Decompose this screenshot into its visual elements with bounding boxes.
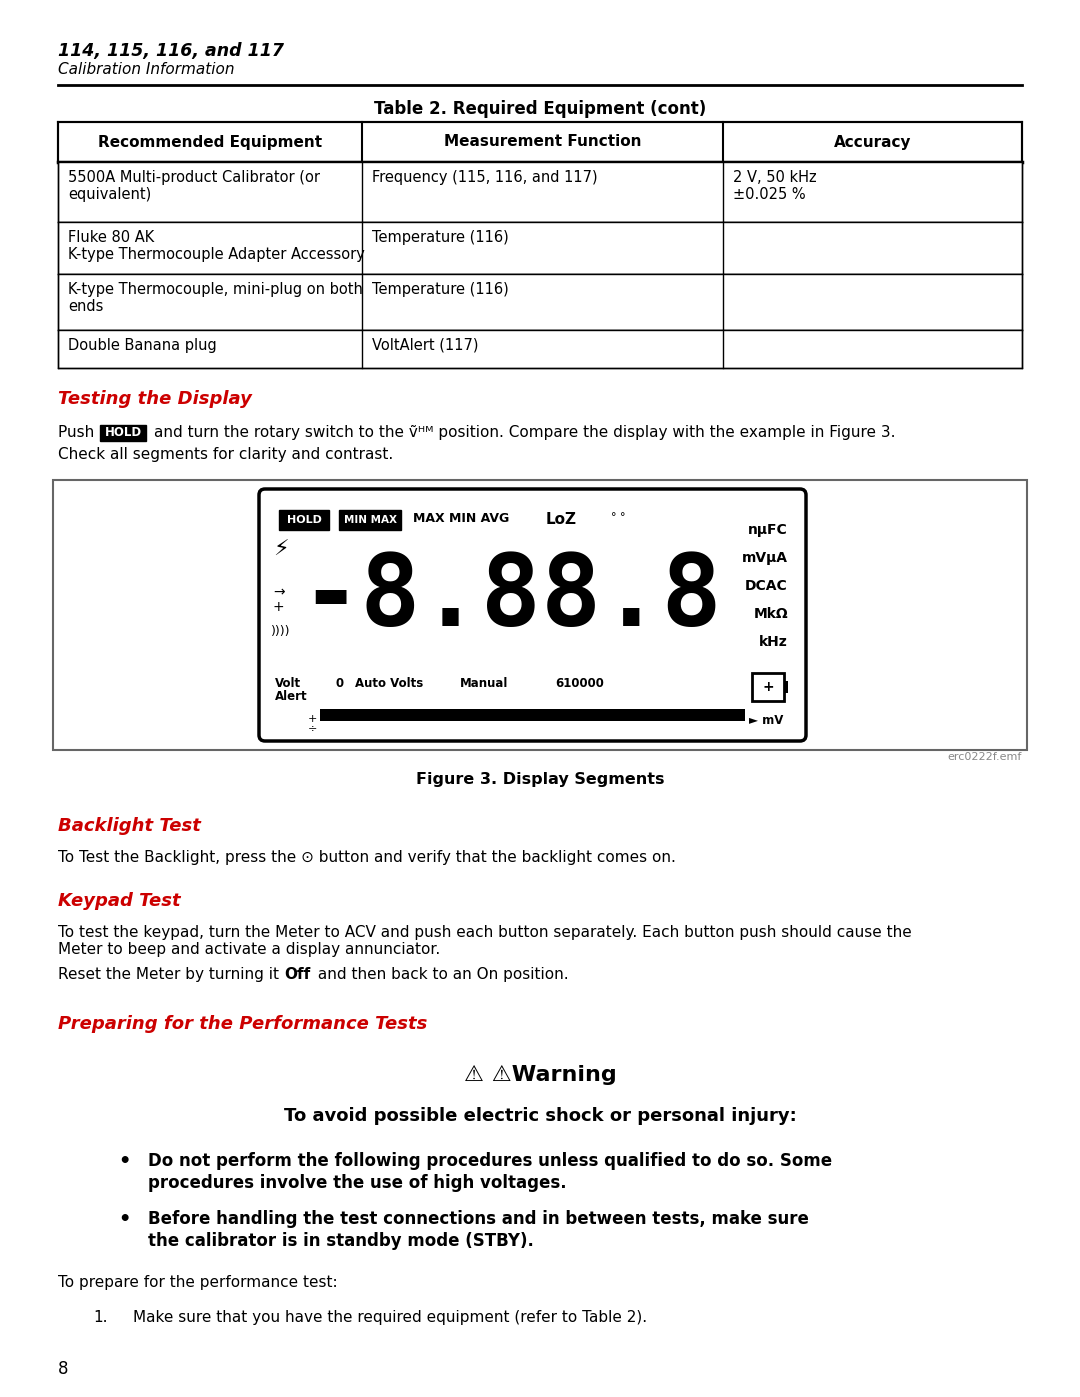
Text: Off: Off [284, 967, 310, 982]
Text: →: → [273, 585, 285, 599]
Text: ⚠ ⚠Warning: ⚠ ⚠Warning [463, 1065, 617, 1085]
Text: Backlight Test: Backlight Test [58, 817, 201, 835]
Text: VoltAlert (117): VoltAlert (117) [372, 338, 478, 353]
Text: procedures involve the use of high voltages.: procedures involve the use of high volta… [148, 1173, 567, 1192]
Text: 1.: 1. [93, 1310, 108, 1324]
Text: 610000: 610000 [555, 678, 604, 690]
Bar [53, 481, 1027, 750]
Bar [784, 682, 788, 693]
Text: +: + [762, 680, 773, 694]
Text: +: + [273, 599, 285, 615]
Text: Fluke 80 AK
K-type Thermocouple Adapter Accessory: Fluke 80 AK K-type Thermocouple Adapter … [68, 231, 365, 263]
Text: LoZ: LoZ [546, 511, 577, 527]
Bar [320, 710, 745, 721]
Text: Reset the Meter by turning it: Reset the Meter by turning it [58, 967, 284, 982]
Text: Calibration Information: Calibration Information [58, 61, 234, 77]
Text: erc0222f.emf: erc0222f.emf [947, 752, 1022, 761]
Text: Make sure that you have the required equipment (refer to Table 2).: Make sure that you have the required equ… [133, 1310, 647, 1324]
Text: Volt: Volt [275, 678, 301, 690]
Text: Preparing for the Performance Tests: Preparing for the Performance Tests [58, 1016, 428, 1032]
FancyBboxPatch shape [259, 489, 806, 740]
Bar [752, 673, 784, 701]
Text: 2 V, 50 kHz
±0.025 %: 2 V, 50 kHz ±0.025 % [733, 170, 816, 203]
Text: To Test the Backlight, press the ⊙ button and verify that the backlight comes on: To Test the Backlight, press the ⊙ butto… [58, 849, 676, 865]
Text: and then back to an On position.: and then back to an On position. [313, 967, 569, 982]
Text: HOLD: HOLD [286, 515, 322, 525]
Text: ⚡: ⚡ [273, 541, 288, 560]
Text: +: + [308, 714, 318, 724]
Text: 5500A Multi-product Calibrator (or
equivalent): 5500A Multi-product Calibrator (or equiv… [68, 170, 320, 203]
Text: To prepare for the performance test:: To prepare for the performance test: [58, 1275, 338, 1289]
Text: Temperature (116): Temperature (116) [372, 282, 509, 298]
Bar [58, 222, 1022, 274]
Text: Frequency (115, 116, and 117): Frequency (115, 116, and 117) [372, 170, 597, 184]
Text: Auto Volts: Auto Volts [355, 678, 423, 690]
Text: To test the keypad, turn the Meter to ACV and push each button separately. Each : To test the keypad, turn the Meter to AC… [58, 925, 912, 957]
Bar [58, 162, 1022, 222]
Text: MAX MIN AVG: MAX MIN AVG [413, 511, 510, 525]
Bar [279, 510, 329, 529]
Text: •: • [118, 1153, 131, 1171]
Text: 0: 0 [335, 678, 343, 690]
Text: Accuracy: Accuracy [834, 134, 912, 149]
Text: Double Banana plug: Double Banana plug [68, 338, 217, 353]
Text: Push: Push [58, 425, 99, 440]
Text: Before handling the test connections and in between tests, make sure: Before handling the test connections and… [148, 1210, 809, 1228]
Text: Recommended Equipment: Recommended Equipment [98, 134, 322, 149]
Bar [58, 122, 1022, 162]
Text: the calibrator is in standby mode (STBY).: the calibrator is in standby mode (STBY)… [148, 1232, 534, 1250]
Text: Keypad Test: Keypad Test [58, 893, 180, 909]
Text: ° °: ° ° [611, 511, 625, 522]
Text: Do not perform the following procedures unless qualified to do so. Some: Do not perform the following procedures … [148, 1153, 832, 1171]
Text: mVµA: mVµA [742, 550, 788, 564]
Text: Check all segments for clarity and contrast.: Check all segments for clarity and contr… [58, 447, 393, 462]
Text: kHz: kHz [759, 636, 788, 650]
Text: 8: 8 [58, 1361, 68, 1377]
Text: )))): )))) [271, 624, 291, 638]
Text: HOLD: HOLD [105, 426, 141, 440]
Text: Manual: Manual [460, 678, 509, 690]
Bar [100, 425, 146, 441]
Text: ÷: ÷ [308, 724, 318, 733]
Text: MIN MAX: MIN MAX [343, 515, 396, 525]
Text: DCAC: DCAC [745, 578, 788, 592]
Text: and turn the rotary switch to the ṽᴴᴹ position. Compare the display with the exa: and turn the rotary switch to the ṽᴴᴹ po… [154, 425, 895, 440]
Text: Alert: Alert [275, 690, 308, 703]
Text: MkΩ: MkΩ [754, 608, 788, 622]
Bar [58, 274, 1022, 330]
Text: -8.88.8: -8.88.8 [300, 550, 721, 647]
Bar [58, 330, 1022, 367]
Text: Figure 3. Display Segments: Figure 3. Display Segments [416, 773, 664, 787]
Text: K-type Thermocouple, mini-plug on both
ends: K-type Thermocouple, mini-plug on both e… [68, 282, 363, 314]
Text: To avoid possible electric shock or personal injury:: To avoid possible electric shock or pers… [284, 1106, 796, 1125]
Bar [339, 510, 401, 529]
Text: Table 2. Required Equipment (cont): Table 2. Required Equipment (cont) [374, 101, 706, 117]
Text: Measurement Function: Measurement Function [444, 134, 642, 149]
Text: ► mV: ► mV [750, 714, 783, 726]
Text: nµFC: nµFC [748, 522, 788, 536]
Text: 114, 115, 116, and 117: 114, 115, 116, and 117 [58, 42, 284, 60]
Text: •: • [118, 1210, 131, 1229]
Text: Testing the Display: Testing the Display [58, 390, 252, 408]
Text: Temperature (116): Temperature (116) [372, 231, 509, 244]
